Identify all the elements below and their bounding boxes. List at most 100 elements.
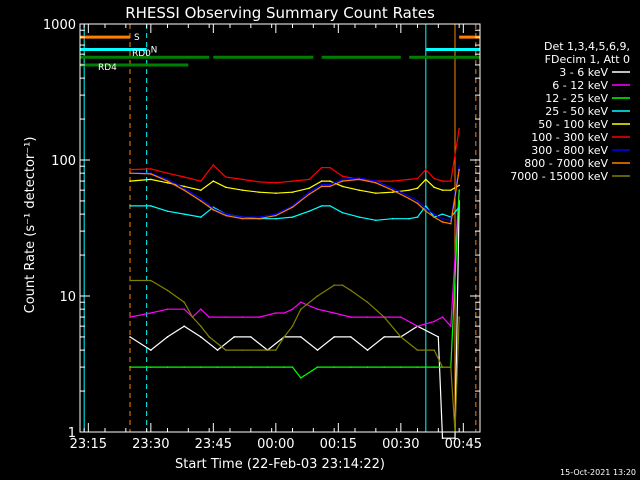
series-8-point-6 <box>208 336 210 338</box>
series-8-point-0 <box>129 279 131 282</box>
series-4-point-15 <box>358 189 360 191</box>
series-line-1 <box>129 190 460 328</box>
series-5-point-8 <box>258 181 260 183</box>
series-3-point-19 <box>416 216 419 218</box>
axes: 1 10 100 1000 23:15 23:30 23:45 00:00 00:15 00:30… <box>43 18 482 452</box>
legend-entry-label: 6 - 12 keV <box>552 79 608 92</box>
series-4-point-7 <box>241 189 244 191</box>
series-8-point-18 <box>366 301 369 304</box>
series-1-point-6 <box>208 316 210 318</box>
series-7-point-12 <box>320 185 323 188</box>
series-1-point-12 <box>291 308 294 310</box>
x-tick-label: 00:45 <box>445 437 482 452</box>
x-tick-label: 00:30 <box>382 437 419 452</box>
legend-entry-label: 300 - 800 keV <box>531 144 608 157</box>
series-2-point-6 <box>233 366 235 368</box>
series-8-point-15 <box>333 284 335 287</box>
series-8-point-2 <box>166 289 169 292</box>
y-tick-label: 10 <box>59 290 76 305</box>
series-2-point-5 <box>216 366 219 368</box>
series-8-point-12 <box>291 325 294 327</box>
series-8-point-24 <box>450 366 452 368</box>
series-2-point-15 <box>366 366 369 368</box>
series-3-point-3 <box>183 213 185 215</box>
series-0-point-18 <box>437 336 440 338</box>
series-2-point-9 <box>283 366 285 368</box>
series-7-point-18 <box>408 197 410 200</box>
series-8-point-21 <box>416 349 419 351</box>
series-7-point-24 <box>458 168 460 171</box>
series-3-point-12 <box>320 205 323 207</box>
series-line-3 <box>130 204 460 221</box>
series-7-point-11 <box>308 193 310 196</box>
series-5-point-23 <box>450 180 452 182</box>
series-5-point-21 <box>433 177 435 180</box>
series-3-point-4 <box>200 216 202 218</box>
series-7-point-9 <box>275 214 277 217</box>
series-1-point-2 <box>166 308 169 310</box>
series-5-point-6 <box>225 176 227 178</box>
series-5-point-5 <box>212 164 215 166</box>
series-0-point-12 <box>333 336 335 338</box>
series-3-point-1 <box>150 205 152 207</box>
series-7-point-7 <box>241 217 244 220</box>
series-5-point-18 <box>408 178 410 181</box>
series-2-point-13 <box>333 366 335 368</box>
series-lines <box>129 127 460 440</box>
series-1-point-7 <box>225 316 227 318</box>
series-6-point-16 <box>375 180 377 182</box>
series-6-point-19 <box>416 200 419 202</box>
series-6-point-18 <box>408 195 410 198</box>
series-0-point-5 <box>216 349 219 351</box>
series-6-point-24 <box>458 165 460 168</box>
series-7-point-8 <box>258 217 260 220</box>
series-4-point-0 <box>129 180 131 182</box>
series-8-point-8 <box>241 349 244 351</box>
series-4-point-6 <box>225 186 227 189</box>
y-tick-label: 1000 <box>43 18 76 33</box>
series-0-point-14 <box>366 349 369 351</box>
series-6-point-3 <box>183 187 185 190</box>
series-6-point-7 <box>241 216 244 218</box>
series-0-point-4 <box>200 336 202 338</box>
series-6-point-14 <box>341 178 344 181</box>
series-7-point-6 <box>225 214 227 217</box>
series-4-point-10 <box>291 191 294 193</box>
series-0-point-3 <box>183 325 185 327</box>
series-1-point-3 <box>183 308 185 310</box>
series-2-point-16 <box>383 366 385 368</box>
series-5-point-0 <box>129 168 131 171</box>
series-5-point-20 <box>425 168 427 171</box>
series-5-point-11 <box>308 178 310 181</box>
series-8-point-10 <box>275 349 277 351</box>
series-0-point-7 <box>250 336 252 338</box>
series-5-point-7 <box>241 178 244 181</box>
series-7-point-20 <box>425 210 427 213</box>
series-1-point-11 <box>283 312 285 314</box>
series-8-point-22 <box>433 349 435 351</box>
series-4-point-1 <box>150 178 152 181</box>
series-1-point-20 <box>416 325 419 327</box>
chart-title: RHESSI Observing Summary Count Rates <box>125 4 435 22</box>
legend-entry-label: 800 - 7000 keV <box>524 157 608 170</box>
series-2-point-8 <box>266 366 269 368</box>
series-1-point-10 <box>275 312 277 314</box>
series-5-point-2 <box>166 172 169 174</box>
series-7-point-5 <box>212 209 215 211</box>
series-3-point-14 <box>341 211 344 214</box>
series-8-point-4 <box>191 316 194 318</box>
y-tick-label: 1 <box>68 426 76 441</box>
series-7-point-4 <box>200 200 202 202</box>
series-3-point-10 <box>291 216 294 218</box>
x-tick-label: 00:00 <box>257 437 294 452</box>
series-6-point-9 <box>275 213 277 215</box>
series-3-point-24 <box>458 206 460 208</box>
series-8-point-7 <box>225 349 227 351</box>
series-7-point-21 <box>433 216 435 218</box>
series-4-point-18 <box>408 189 410 191</box>
series-5-point-4 <box>200 180 202 182</box>
series-line-0 <box>129 200 460 439</box>
series-0-point-1 <box>150 349 152 351</box>
